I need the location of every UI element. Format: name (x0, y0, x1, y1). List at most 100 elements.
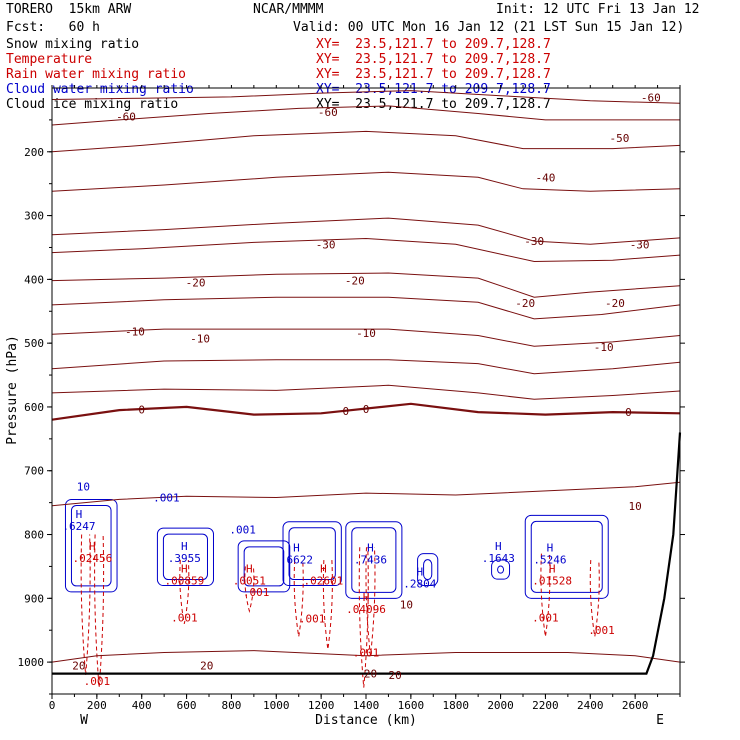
maximum-value: .1643 (482, 552, 515, 565)
maximum-marker: H (549, 562, 556, 575)
cloud-water-contour (417, 553, 439, 587)
forecast-hour: Fcst: 60 h (6, 20, 100, 35)
cloud-water-contour (243, 546, 285, 587)
y-tick-label: 300 (24, 210, 44, 223)
maximum-value: .0051 (233, 574, 266, 587)
cloud-water-contour (491, 559, 511, 580)
contour-label: 10 (629, 500, 642, 513)
maximum-value: .5246 (533, 553, 566, 566)
cloud-water-contour (288, 527, 336, 581)
rain-water-contour (589, 560, 600, 637)
contour-label: -20 (186, 277, 206, 290)
maximum-marker: H (76, 508, 83, 521)
contour-label: .001 (353, 647, 380, 660)
x-tick-label: 0 (49, 699, 56, 712)
rain-water-contour (540, 553, 551, 637)
field-name: Temperature (6, 52, 93, 67)
temperature-contour (51, 481, 681, 507)
rain-water-contour (244, 566, 255, 614)
contour-label: -20 (515, 297, 535, 310)
temperature-contour (51, 171, 681, 192)
contour-label: 0 (343, 405, 350, 418)
field-name: Cloud ice mixing ratio (6, 97, 179, 112)
x-tick-label: 1200 (308, 699, 335, 712)
model-title: TORERO 15km ARW (6, 2, 132, 17)
cloud-water-contour (282, 521, 342, 587)
east-label: E (656, 713, 664, 728)
contour-label: .001 (588, 624, 615, 637)
maximum-value: .7436 (354, 553, 387, 566)
contour-label: 20 (72, 659, 85, 672)
contour-label: -20 (605, 297, 625, 310)
contour-label: 10 (77, 481, 90, 494)
y-tick-label: 200 (24, 146, 44, 159)
contour-label: -60 (116, 111, 136, 124)
x-tick-label: 2600 (622, 699, 649, 712)
west-label: W (80, 713, 88, 728)
maximum-value: .02601 (304, 574, 344, 587)
contour-label: 0 (625, 406, 632, 419)
y-tick-label: 900 (24, 592, 44, 605)
x-tick-label: 1800 (442, 699, 469, 712)
field-xy: XY= 23.5,121.7 to 209.7,128.7 (316, 67, 551, 82)
contour-label: 0 (363, 403, 370, 416)
contour-label: -30 (630, 238, 650, 251)
contour-label: .001 (171, 611, 198, 624)
maximum-marker: H (181, 562, 188, 575)
contour-label: 0 (138, 403, 145, 416)
contour-label: .001 (153, 492, 180, 505)
contour-label: -30 (524, 235, 544, 248)
maximum-value: .01528 (532, 574, 572, 587)
rain-water-contour (94, 534, 105, 688)
temperature-contour (51, 402, 681, 421)
field-xy: XY= 23.5,121.7 to 209.7,128.7 (316, 37, 551, 52)
maximum-value: .6247 (62, 520, 95, 533)
y-tick-label: 1000 (18, 656, 45, 669)
cloud-water-contour (530, 520, 603, 593)
temperature-contour (51, 237, 681, 263)
cloud-water-contour (70, 504, 112, 587)
maximum-marker: H (181, 540, 188, 553)
contour-label: -50 (610, 132, 630, 145)
maximum-marker: H (363, 591, 370, 604)
contour-label: 20 (200, 659, 213, 672)
contour-label: 20 (364, 668, 377, 681)
maximum-marker: H (367, 541, 374, 554)
maximum-value: .2804 (403, 578, 436, 591)
cloud-water-contour (156, 527, 214, 587)
maximum-marker: H (547, 541, 554, 554)
maximum-marker: H (495, 540, 502, 553)
temperature-contour (51, 328, 681, 347)
y-tick-label: 700 (24, 465, 44, 478)
y-tick-label: 400 (24, 273, 44, 286)
temperature-contour (51, 217, 681, 245)
contour-label: .001 (299, 613, 326, 626)
y-axis-title: Pressure (hPa) (5, 335, 20, 445)
maximum-marker: H (293, 541, 300, 554)
x-tick-label: 1400 (353, 699, 380, 712)
maximum-marker: H (89, 540, 96, 553)
x-tick-label: 1000 (263, 699, 290, 712)
contour-label: .001 (84, 675, 111, 688)
maximum-value: .3955 (168, 552, 201, 565)
temperature-contour (51, 90, 681, 104)
field-xy: XY= 23.5,121.7 to 209.7,128.7 (316, 82, 551, 97)
temperature-contour (51, 384, 681, 400)
contour-label: -20 (345, 275, 365, 288)
contour-label: 10 (400, 599, 413, 612)
contour-label: .001 (243, 586, 270, 599)
contour-label: -10 (125, 326, 145, 339)
temperature-contour (51, 650, 681, 663)
contour-label: -60 (318, 106, 338, 119)
maximum-marker: H (246, 562, 253, 575)
maximum-marker: H (417, 566, 424, 579)
cloud-water-contour (345, 521, 403, 599)
field-name: Snow mixing ratio (6, 37, 140, 52)
cloud-water-contour (237, 540, 291, 593)
contour-label: -10 (190, 333, 210, 346)
maximum-value: .00859 (164, 574, 204, 587)
y-tick-label: 800 (24, 529, 44, 542)
temperature-contour (51, 105, 680, 126)
init-time: Init: 12 UTC Fri 13 Jan 12 (496, 2, 700, 17)
contour-label: .001 (229, 523, 256, 536)
